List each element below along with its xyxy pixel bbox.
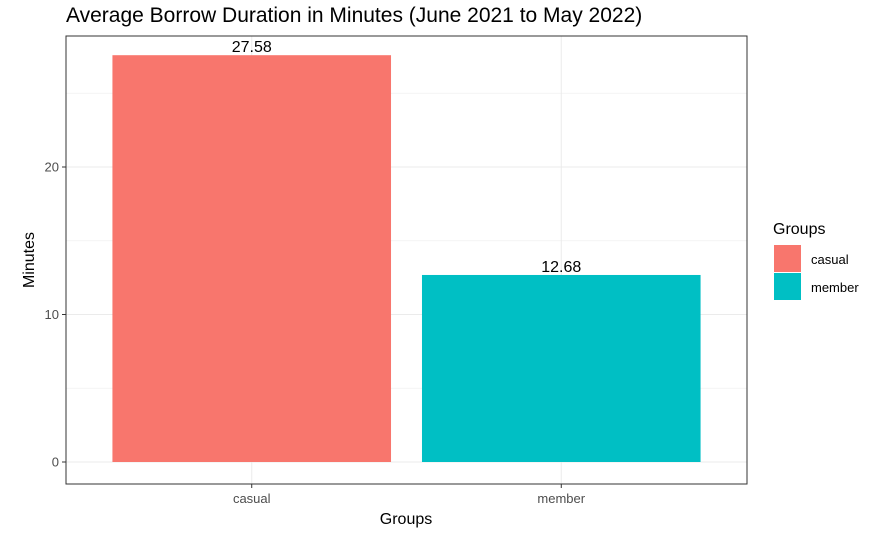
y-tick-label: 20 [45, 160, 59, 175]
data-label: 27.58 [232, 39, 272, 56]
x-axis-title: Groups [380, 511, 432, 528]
bars [112, 55, 701, 462]
data-labels: 27.58 12.68 [232, 39, 582, 276]
legend-label: casual [811, 252, 849, 267]
legend-key-member [774, 273, 801, 300]
x-tick-label: casual [233, 491, 271, 506]
data-label: 12.68 [541, 259, 581, 276]
x-tick-label: member [537, 491, 585, 506]
legend-key-casual [774, 245, 801, 272]
legend: Groups casual member [773, 221, 859, 300]
plot-panel-border [65, 35, 748, 485]
y-tick-label: 10 [45, 307, 59, 322]
y-axis-title: Minutes [21, 232, 38, 288]
legend-label: member [811, 280, 859, 295]
y-tick-label: 0 [52, 455, 59, 470]
axes: 0 10 20 casual member [45, 160, 586, 507]
bar-casual [112, 55, 392, 462]
bar-member [421, 274, 701, 462]
legend-title: Groups [773, 221, 825, 238]
chart-title: Average Borrow Duration in Minutes (June… [66, 4, 643, 27]
